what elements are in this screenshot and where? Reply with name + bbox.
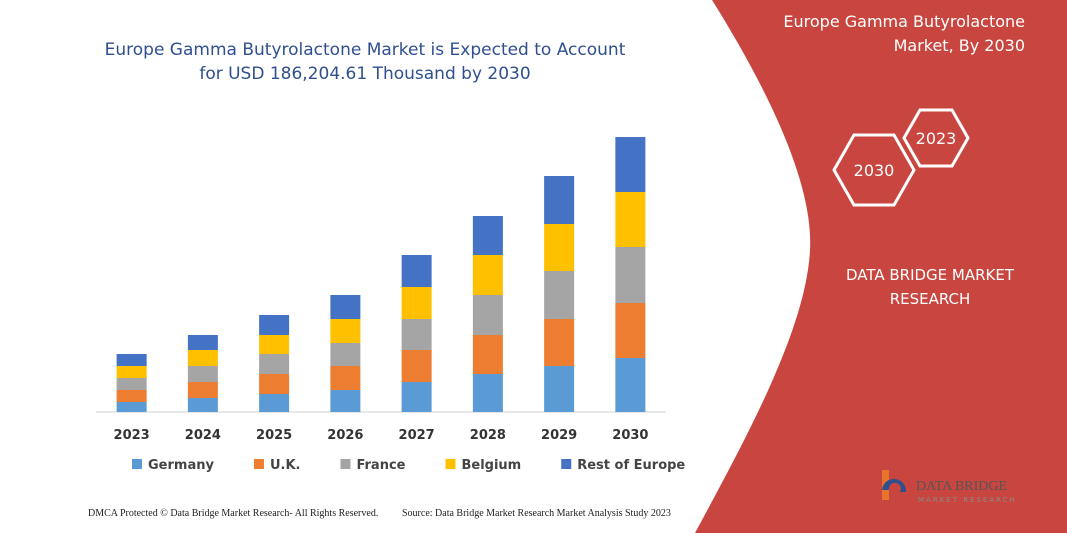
legend-label: Belgium — [461, 458, 521, 473]
legend-swatch — [561, 459, 572, 469]
x-tick-label: 2024 — [185, 428, 221, 443]
bar-segment — [615, 192, 646, 247]
bar-segment — [401, 255, 432, 287]
hexagon-label: 2023 — [916, 129, 957, 148]
legend-label: France — [356, 458, 405, 473]
bar-segment — [472, 335, 503, 374]
hexagon — [902, 108, 970, 168]
bar-segment — [472, 295, 503, 335]
x-tick-label: 2023 — [114, 428, 150, 443]
bar-segment — [401, 382, 432, 412]
bar-segment — [116, 354, 147, 366]
legend-label: Germany — [148, 458, 214, 473]
logo-icon — [882, 470, 907, 500]
bar-segment — [615, 358, 646, 412]
bar-segment — [472, 255, 503, 295]
x-tick-label: 2028 — [470, 428, 506, 443]
chart-title: Europe Gamma Butyrolactone Market is Exp… — [104, 40, 626, 84]
x-tick-label: 2030 — [612, 428, 648, 443]
bar-segment — [544, 366, 575, 412]
panel-title: Europe Gamma Butyrolactone Market, By 20… — [783, 12, 1025, 55]
legend-label: Rest of Europe — [577, 458, 685, 473]
panel-brand: DATA BRIDGE MARKET RESEARCH — [845, 266, 1015, 308]
bar-segment — [544, 271, 575, 319]
bar-segment — [330, 319, 361, 343]
bar-segment — [259, 354, 290, 374]
hexagon — [832, 133, 916, 207]
x-tick-label: 2027 — [399, 428, 435, 443]
bar-segment — [187, 382, 218, 398]
bar-segment — [401, 287, 432, 319]
bar-segment — [544, 319, 575, 366]
legend-label: U.K. — [270, 458, 301, 473]
legend-swatch — [253, 459, 264, 469]
bar-segment — [472, 216, 503, 255]
bar-segment — [259, 315, 290, 335]
bar-segment — [472, 374, 503, 412]
x-tick-label: 2029 — [541, 428, 577, 443]
logo-name: DATA BRIDGE — [916, 479, 1007, 494]
bar-segment — [330, 390, 361, 412]
footer-left: DMCA Protected © Data Bridge Market Rese… — [88, 508, 379, 519]
bar-segment — [187, 335, 218, 350]
bar-segment — [259, 374, 290, 394]
bar-segment — [615, 303, 646, 358]
legend-swatch — [340, 459, 351, 469]
bar-segment — [187, 398, 218, 412]
bar-segment — [330, 343, 361, 366]
footer-right: Source: Data Bridge Market Research Mark… — [402, 508, 671, 519]
bar-segment — [401, 350, 432, 382]
hexagon-label: 2030 — [854, 161, 895, 180]
bar-segment — [116, 390, 147, 402]
logo-tagline: MARKET RESEARCH — [918, 496, 1017, 504]
side-panel — [695, 0, 1067, 533]
bar-segment — [187, 366, 218, 382]
bar-segment — [116, 378, 147, 390]
x-tick-label: 2026 — [327, 428, 363, 443]
bar-segment — [116, 366, 147, 378]
x-tick-label: 2025 — [256, 428, 292, 443]
bar-segment — [116, 402, 147, 412]
bar-segment — [330, 295, 361, 319]
bar-segment — [615, 137, 646, 192]
bar-segment — [330, 366, 361, 390]
bar-segment — [187, 350, 218, 366]
legend-swatch — [132, 459, 142, 469]
bar-segment — [401, 319, 432, 350]
legend-swatch — [445, 459, 456, 469]
bar-segment — [259, 335, 290, 354]
bar-segment — [544, 176, 575, 224]
bar-segment — [615, 247, 646, 303]
bar-segment — [259, 394, 290, 412]
bar-segment — [544, 224, 575, 271]
